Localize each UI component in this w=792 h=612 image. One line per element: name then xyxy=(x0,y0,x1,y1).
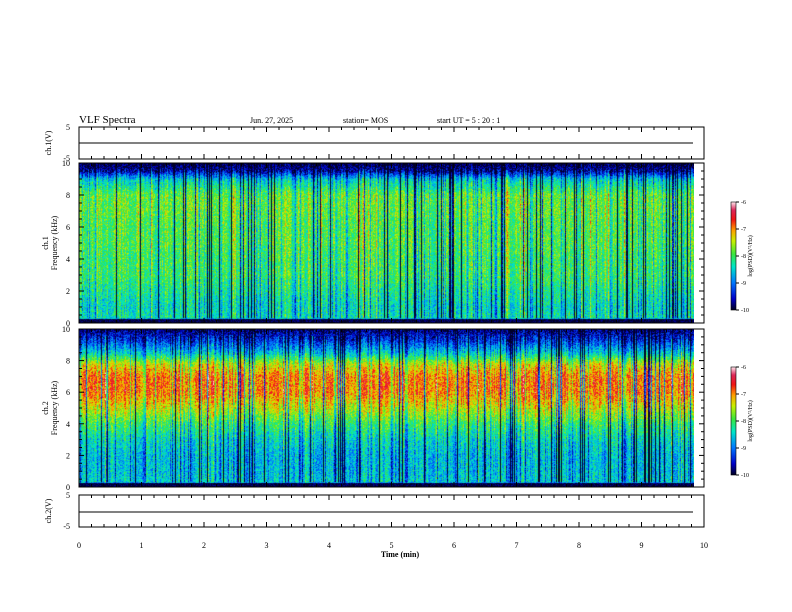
freq-tick-label: 8 xyxy=(66,357,70,366)
ch1-colorbar-ticks: -6 -7 -8 -9 -10 xyxy=(736,200,749,314)
colorbar-tick-label: -10 xyxy=(741,473,749,479)
bottom-waveform-panel: 5 -5 ch.2(V) 0 1 2 3 4 5 6 7 8 9 10 Time (min) xyxy=(44,491,708,559)
ch2-colorbar-label: log(PSD)(V²/Hz) xyxy=(747,400,754,441)
time-tick-label: 7 xyxy=(515,541,519,550)
bottom-waveform-frame xyxy=(78,494,705,528)
ch1-spectrogram-panel: 0 2 4 6 8 10 ch.1 Frequency (kHz) -6 -7 -8 -9 -10… xyxy=(41,159,754,328)
time-tick-label: 0 xyxy=(77,541,81,550)
time-tick-label: 10 xyxy=(700,541,708,550)
top-ylabel: ch.1(V) xyxy=(44,130,53,155)
freq-tick-label: 0 xyxy=(66,319,70,328)
freq-tick-label: 4 xyxy=(66,420,70,429)
time-tick-label: 4 xyxy=(327,541,331,550)
colorbar-tick-label: -9 xyxy=(741,281,746,287)
bottom-waveform-ticks xyxy=(78,495,705,527)
freq-tick-label: 0 xyxy=(66,483,70,492)
colorbar-tick-label: -10 xyxy=(741,308,749,314)
time-tick-label: 8 xyxy=(577,541,581,550)
time-tick-label: 1 xyxy=(140,541,144,550)
ch2-spectrogram-image xyxy=(79,329,694,487)
colorbar-tick-label: -9 xyxy=(741,446,746,452)
date-label: Jun. 27, 2025 xyxy=(250,116,293,125)
top-waveform-panel: 5 -5 ch.1(V) xyxy=(44,123,705,163)
ch1-spectrogram-image xyxy=(79,163,694,323)
freq-tick-label: 8 xyxy=(66,191,70,200)
ch2-frequency-ticks: 0 2 4 6 8 10 xyxy=(62,325,705,492)
colorbar-tick-label: -6 xyxy=(741,365,746,371)
freq-tick-label: 2 xyxy=(66,287,70,296)
start-time-label: start UT = 5 : 20 : 1 xyxy=(437,116,500,125)
bottom-ylabel: ch.2(V) xyxy=(44,498,53,523)
freq-tick-label: 6 xyxy=(66,388,70,397)
ch1-colorbar-label: log(PSD)(V²/Hz) xyxy=(747,235,754,276)
ch1-ylabel-channel: ch.1 xyxy=(41,236,50,250)
ch2-colorbar-ticks: -6 -7 -8 -9 -10 xyxy=(736,365,749,479)
time-tick-label: 3 xyxy=(265,541,269,550)
freq-tick-label: 2 xyxy=(66,451,70,460)
ch2-colorbar xyxy=(731,367,736,475)
colorbar-tick-label: -6 xyxy=(741,200,746,206)
time-axis-ticks: 0 1 2 3 4 5 6 7 8 9 10 xyxy=(77,541,708,550)
time-tick-label: 2 xyxy=(202,541,206,550)
ch2-ylabel-frequency: Frequency (kHz) xyxy=(50,380,59,435)
ch1-ylabel-frequency: Frequency (kHz) xyxy=(50,215,59,270)
figure-title: VLF Spectra xyxy=(79,114,136,126)
colorbar-tick-label: -8 xyxy=(741,254,746,260)
top-ytick-min: -5 xyxy=(63,154,70,163)
time-tick-label: 5 xyxy=(390,541,394,550)
bottom-ytick-min: -5 xyxy=(63,522,70,531)
ch2-spectrogram-panel: 0 2 4 6 8 10 ch.2 Frequency (kHz) -6 -7 -8 -9 -10… xyxy=(41,325,754,492)
time-axis-label: Time (min) xyxy=(381,550,420,559)
colorbar-tick-label: -7 xyxy=(741,392,746,398)
colorbar-tick-label: -8 xyxy=(741,419,746,425)
freq-tick-label: 10 xyxy=(62,325,70,334)
colorbar-tick-label: -7 xyxy=(741,227,746,233)
top-waveform-ticks xyxy=(78,127,705,159)
ch1-colorbar xyxy=(731,202,736,310)
freq-tick-label: 4 xyxy=(66,255,70,264)
freq-tick-label: 6 xyxy=(66,223,70,232)
station-label: station= MOS xyxy=(343,116,388,125)
freq-tick-label: 10 xyxy=(62,159,70,168)
ch2-ylabel-channel: ch.2 xyxy=(41,401,50,415)
time-tick-label: 9 xyxy=(640,541,644,550)
ch1-frequency-ticks: 0 2 4 6 8 10 xyxy=(62,159,705,328)
bottom-ytick-max: 5 xyxy=(66,491,70,500)
top-ytick-max: 5 xyxy=(66,123,70,132)
time-tick-label: 6 xyxy=(452,541,456,550)
